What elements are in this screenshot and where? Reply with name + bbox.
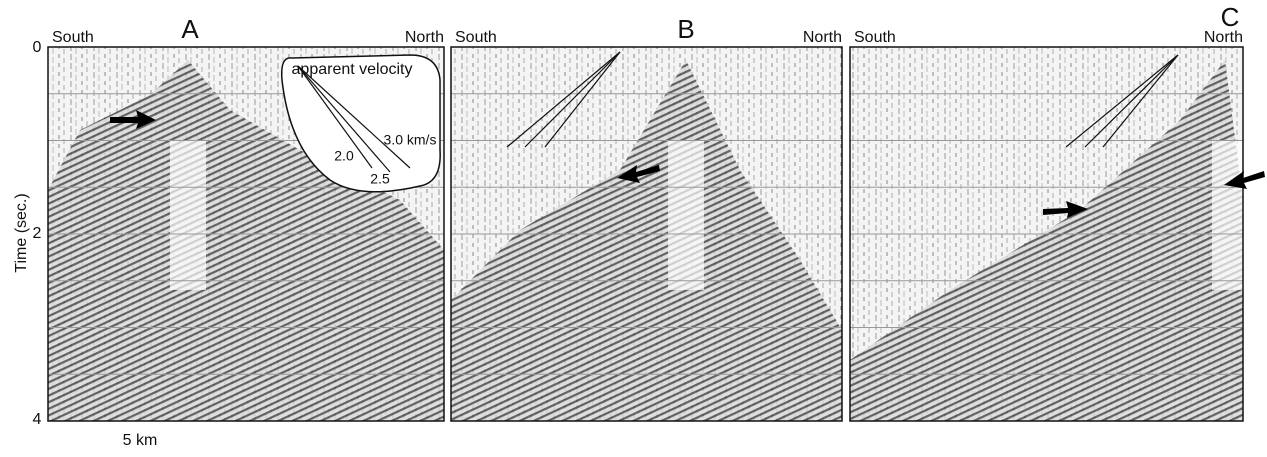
- velocity-label: 2.5: [370, 171, 390, 187]
- inset-title: apparent velocity: [292, 61, 413, 78]
- panel-frame: [450, 46, 843, 422]
- panel-frame: [849, 46, 1244, 422]
- tick-label: 0: [33, 39, 42, 56]
- direction-label: South: [854, 29, 896, 46]
- scale-label: 5 km: [123, 432, 158, 449]
- velocity-line: [297, 65, 373, 169]
- seismic-arrivals: [48, 60, 444, 421]
- direction-label: South: [52, 29, 94, 46]
- velocity-line: [1102, 54, 1179, 148]
- velocity-line: [506, 51, 621, 148]
- velocity-label: 2.0: [334, 148, 354, 164]
- shadow-zone: [1212, 140, 1248, 290]
- seismic-arrivals: [850, 60, 1243, 421]
- panel-frame: [47, 46, 445, 422]
- direction-label: South: [455, 29, 497, 46]
- velocity-line: [1065, 54, 1179, 148]
- direction-label: North: [803, 29, 842, 46]
- velocity-label: 3.0 km/s: [384, 132, 437, 148]
- shadow-zone: [170, 140, 206, 290]
- velocity-line: [297, 65, 411, 169]
- velocity-line: [524, 51, 621, 148]
- arrows: [110, 110, 1265, 218]
- arrow: [1224, 171, 1265, 189]
- tick-label: 2: [33, 225, 42, 242]
- axis-label: Time (sec.): [13, 193, 30, 272]
- velocity-line: [297, 65, 391, 173]
- arrow: [1043, 201, 1088, 218]
- velocity-line: [544, 51, 621, 148]
- direction-label: North: [1204, 29, 1243, 46]
- panel-title: B: [677, 14, 694, 44]
- velocity-guides: [506, 51, 1179, 148]
- tick-label: 4: [33, 411, 42, 428]
- panel-title: C: [1221, 2, 1240, 32]
- arrow: [110, 110, 156, 129]
- arrow: [617, 165, 660, 183]
- seismic-arrivals: [451, 60, 842, 421]
- shadow-zone: [668, 140, 704, 290]
- direction-label: North: [405, 29, 444, 46]
- panel-title: A: [181, 14, 199, 44]
- velocity-line: [1084, 54, 1179, 148]
